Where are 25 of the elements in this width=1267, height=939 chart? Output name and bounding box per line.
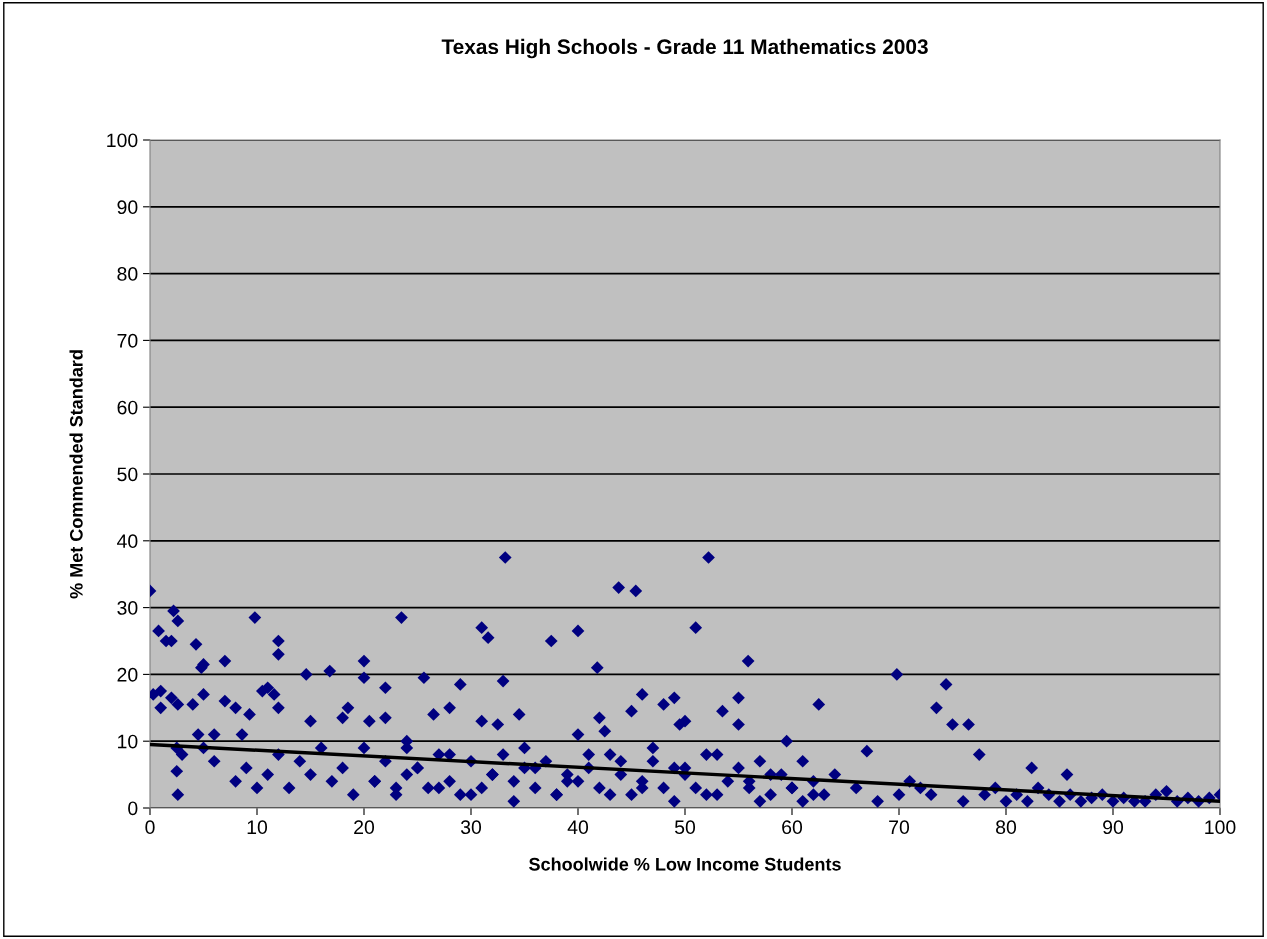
y-tick-label: 60 [117,400,138,415]
x-tick-label: 20 [354,820,375,835]
x-tick-label: 0 [145,820,155,835]
y-tick-label: 50 [117,467,138,482]
x-tick-label: 70 [889,820,910,835]
y-tick-label: 100 [107,133,138,148]
y-axis-title: % Met Commended Standard [69,350,83,599]
chart-title: Texas High Schools - Grade 11 Mathematics 2003 [441,38,928,59]
y-tick-label: 90 [117,200,138,215]
y-tick-label: 10 [118,734,138,749]
y-tick-label: 80 [117,267,138,281]
x-tick-label: 50 [674,820,696,835]
x-tick-label: 80 [996,820,1017,835]
x-tick-label: 10 [247,820,268,835]
x-tick-label: 60 [782,820,803,835]
y-tick-label: 0 [128,801,138,816]
x-axis-title: Schoolwide % Low Income Students [529,857,841,871]
y-tick-label: 70 [117,333,138,348]
x-tick-label: 100 [1205,820,1236,835]
x-tick-label: 90 [1103,820,1124,835]
y-tick-label: 20 [117,667,138,682]
x-tick-label: 40 [567,820,589,835]
y-tick-label: 30 [117,601,138,615]
y-tick-label: 40 [117,534,138,549]
x-tick-label: 30 [460,820,482,835]
